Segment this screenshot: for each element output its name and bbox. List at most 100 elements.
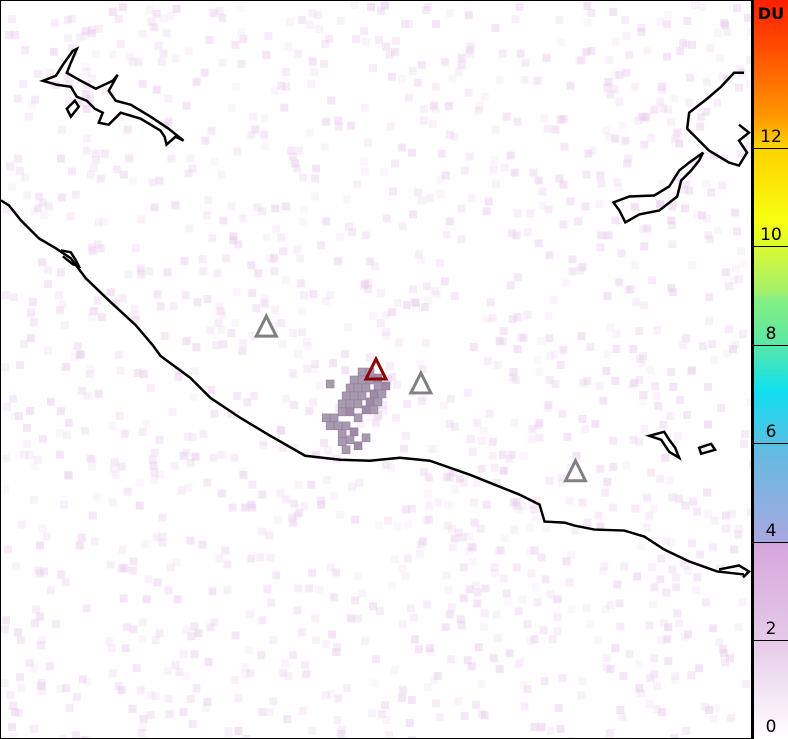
noise-pixel <box>500 534 509 543</box>
noise-pixel <box>616 706 625 715</box>
noise-pixel <box>421 339 430 348</box>
noise-pixel <box>2 454 10 463</box>
noise-pixel <box>689 497 698 506</box>
noise-pixel <box>430 676 439 685</box>
noise-pixel <box>375 35 383 44</box>
noise-pixel <box>307 480 316 489</box>
noise-pixel <box>532 496 541 505</box>
noise-pixel <box>503 597 512 606</box>
noise-pixel <box>223 735 232 738</box>
noise-pixel <box>353 180 362 189</box>
noise-pixel <box>29 207 38 216</box>
noise-pixel <box>276 488 285 497</box>
noise-pixel <box>533 598 542 607</box>
noise-pixel <box>404 19 413 28</box>
noise-pixel <box>623 159 632 168</box>
noise-pixel <box>35 612 44 621</box>
noise-pixel <box>183 672 192 681</box>
noise-pixel <box>62 363 71 371</box>
noise-pixel <box>87 462 96 471</box>
noise-pixel <box>445 610 454 619</box>
noise-pixel <box>513 209 522 218</box>
noise-pixel <box>212 341 221 350</box>
volcano-marker[interactable] <box>408 369 434 395</box>
noise-pixel <box>210 157 219 166</box>
noise-pixel <box>183 432 192 441</box>
noise-pixel <box>407 696 416 705</box>
noise-pixel <box>638 112 647 121</box>
noise-pixel <box>492 610 501 619</box>
noise-pixel <box>171 661 180 670</box>
noise-pixel <box>540 677 549 686</box>
noise-pixel <box>676 395 685 404</box>
noise-pixel <box>519 681 528 690</box>
noise-pixel <box>710 151 719 160</box>
noise-pixel <box>61 73 70 82</box>
noise-pixel <box>60 321 69 330</box>
noise-pixel <box>688 539 697 548</box>
noise-pixel <box>282 495 291 504</box>
noise-pixel <box>684 128 693 137</box>
noise-pixel <box>304 342 313 351</box>
noise-pixel <box>311 614 320 623</box>
noise-pixel <box>730 545 739 554</box>
noise-pixel <box>20 173 29 182</box>
noise-pixel <box>605 132 614 141</box>
plume-pixel <box>337 429 347 439</box>
noise-pixel <box>626 285 635 294</box>
coastlines <box>1 46 751 579</box>
noise-pixel <box>188 720 197 729</box>
noise-pixel <box>29 495 38 504</box>
noise-pixel <box>467 662 476 671</box>
noise-pixel <box>381 42 390 51</box>
noise-pixel <box>575 56 584 65</box>
noise-pixel <box>59 500 68 509</box>
noise-pixel <box>6 162 14 171</box>
noise-pixel <box>469 498 478 507</box>
noise-pixel <box>150 475 159 484</box>
noise-pixel <box>566 197 575 206</box>
noise-pixel <box>498 450 507 459</box>
noise-pixel <box>366 257 375 266</box>
noise-pixel <box>609 503 618 512</box>
noise-pixel <box>30 95 39 104</box>
noise-pixel <box>450 422 459 431</box>
noise-pixel <box>639 390 648 399</box>
noise-pixel <box>260 114 269 123</box>
noise-pixel <box>445 473 454 482</box>
volcano-marker[interactable] <box>563 457 588 483</box>
noise-pixel <box>46 586 55 595</box>
noise-pixel <box>338 726 347 735</box>
noise-pixel <box>660 619 669 628</box>
noise-pixel <box>567 550 576 559</box>
noise-pixel <box>294 49 303 58</box>
noise-pixel <box>182 101 191 110</box>
noise-pixel <box>631 203 640 212</box>
noise-pixel <box>136 264 145 273</box>
noise-pixel <box>508 315 517 324</box>
noise-pixel <box>146 691 155 700</box>
noise-pixel <box>467 194 476 203</box>
noise-pixel <box>417 196 426 205</box>
noise-pixel <box>725 325 734 334</box>
noise-pixel <box>348 482 357 491</box>
noise-pixel <box>635 327 644 336</box>
noise-pixel <box>231 676 240 685</box>
noise-pixel <box>510 168 519 177</box>
noise-pixel <box>16 684 25 693</box>
noise-pixel <box>401 431 410 440</box>
noise-pixel <box>344 323 353 332</box>
noise-pixel <box>444 586 453 595</box>
noise-pixel <box>530 546 539 555</box>
noise-pixel <box>387 372 396 381</box>
map-panel[interactable] <box>0 0 752 739</box>
noise-pixel <box>459 594 468 603</box>
noise-pixel <box>468 447 477 456</box>
noise-pixel <box>466 542 475 551</box>
volcano-marker[interactable] <box>253 312 279 338</box>
noise-pixel <box>562 557 571 566</box>
noise-pixel <box>475 101 484 110</box>
active-volcano-marker[interactable] <box>363 355 389 381</box>
noise-pixel <box>505 649 514 658</box>
noise-pixel <box>624 154 633 163</box>
